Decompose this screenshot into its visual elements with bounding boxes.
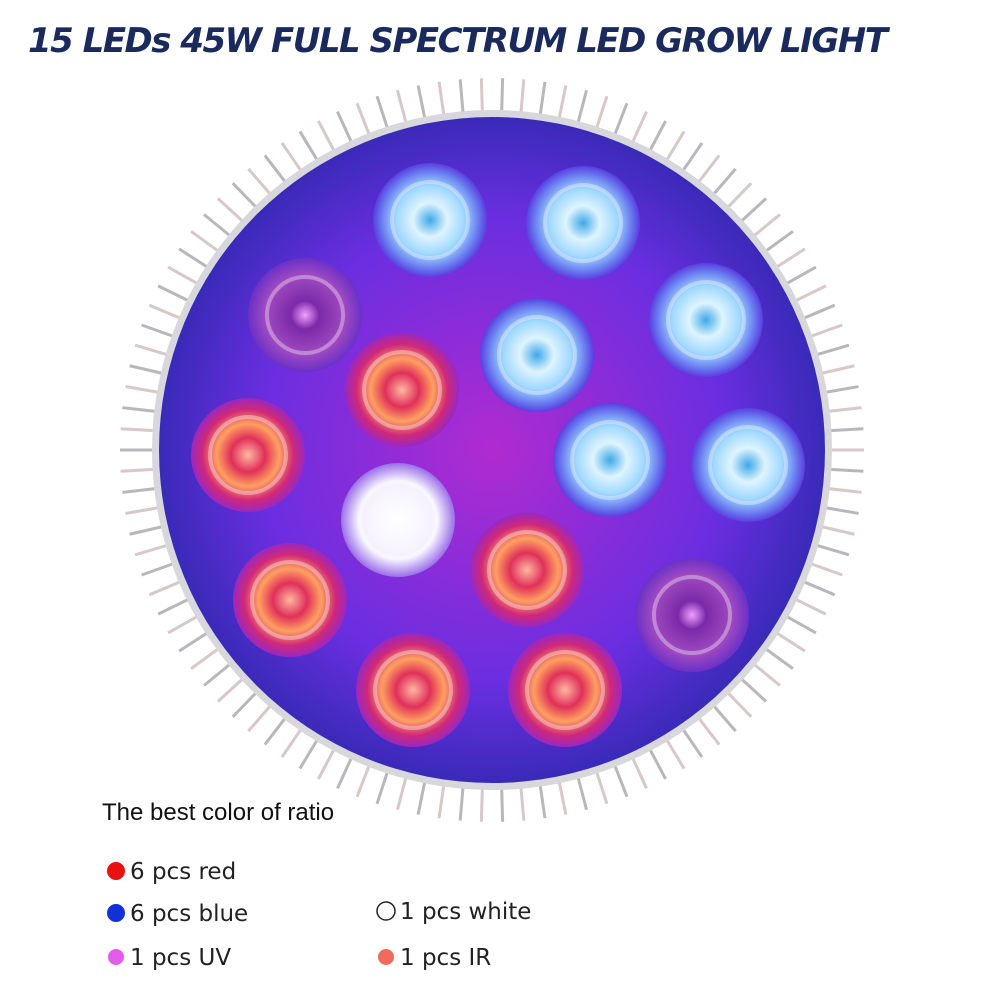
led xyxy=(649,263,763,377)
led-ring xyxy=(390,180,470,260)
led xyxy=(233,543,347,657)
led xyxy=(480,298,594,412)
led xyxy=(635,558,749,672)
legend-dot xyxy=(107,862,125,880)
led xyxy=(345,333,459,447)
led-ring xyxy=(362,350,442,430)
led-ring xyxy=(373,650,453,730)
led-ring xyxy=(497,315,577,395)
led-ring xyxy=(708,425,788,505)
led xyxy=(191,398,305,512)
led xyxy=(691,408,805,522)
legend-dot xyxy=(108,949,124,965)
led-ring xyxy=(666,280,746,360)
title: 15 LEDs 45W FULL SPECTRUM LED GROW LIGHT xyxy=(28,21,891,61)
led xyxy=(553,403,667,517)
led-ring xyxy=(250,560,330,640)
led-ring xyxy=(543,183,623,263)
led xyxy=(508,633,622,747)
led-ring xyxy=(208,415,288,495)
led xyxy=(248,258,362,372)
legend-dot xyxy=(107,904,125,922)
legend-dot xyxy=(378,949,394,965)
legend-item: 1 pcs IR xyxy=(400,945,491,971)
legend-dot xyxy=(376,901,396,921)
legend-item: 1 pcs UV xyxy=(130,945,231,971)
legend-title: The best color of ratio xyxy=(102,799,334,826)
led xyxy=(470,513,584,627)
legend-item: 6 pcs red xyxy=(130,859,236,885)
led-ring xyxy=(358,480,438,560)
legend-item: 6 pcs blue xyxy=(130,901,248,927)
led xyxy=(373,163,487,277)
led xyxy=(356,633,470,747)
led-ring xyxy=(652,575,732,655)
led-ring xyxy=(265,275,345,355)
led-ring xyxy=(487,530,567,610)
led-ring xyxy=(570,420,650,500)
legend-item: 1 pcs white xyxy=(400,899,531,925)
led xyxy=(341,463,455,577)
led xyxy=(526,166,640,280)
led-ring xyxy=(525,650,605,730)
led-array xyxy=(191,163,805,747)
